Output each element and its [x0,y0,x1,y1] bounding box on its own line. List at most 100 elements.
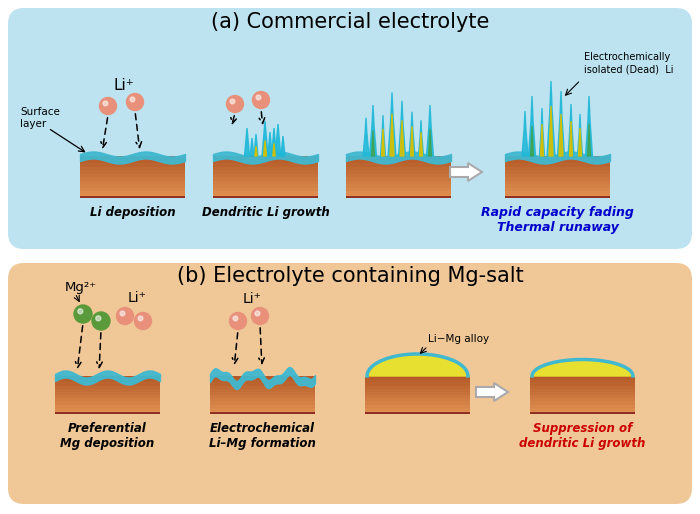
Bar [80,159,185,163]
Bar [213,191,318,194]
Bar [80,194,185,198]
Bar [210,388,315,392]
Bar [530,412,635,414]
Polygon shape [390,114,394,156]
Text: Preferential
Mg deposition: Preferential Mg deposition [60,422,155,450]
Bar [365,391,470,395]
Polygon shape [250,138,254,156]
Circle shape [96,316,101,321]
Bar [530,401,635,405]
Bar [346,166,451,170]
Bar [505,166,610,170]
Bar [530,398,635,401]
Bar [210,412,315,414]
Polygon shape [365,354,470,376]
Circle shape [256,95,261,100]
Bar [505,156,610,159]
Text: Mg²⁺: Mg²⁺ [65,282,97,295]
Bar [80,170,185,174]
Bar [365,388,470,392]
Bar [55,401,160,405]
Bar [213,187,318,191]
Polygon shape [419,132,423,156]
Bar [55,410,160,414]
Bar [365,407,470,411]
Circle shape [120,311,125,316]
Bar [55,407,160,411]
Polygon shape [263,141,267,156]
Polygon shape [557,91,564,156]
Bar [213,162,318,167]
Bar [505,194,610,198]
Circle shape [99,98,116,115]
Bar [530,395,635,398]
Polygon shape [410,126,414,156]
Polygon shape [530,359,635,376]
Bar [530,382,635,386]
Bar [210,407,315,411]
Bar [505,196,610,198]
Bar [505,170,610,174]
Bar [213,194,318,198]
Bar [505,176,610,180]
Bar [365,382,470,386]
Circle shape [127,94,144,111]
Bar [346,173,451,177]
Bar [505,159,610,163]
Bar [365,404,470,408]
Polygon shape [568,104,574,156]
Text: Li⁺: Li⁺ [113,78,134,93]
Bar [346,176,451,180]
Polygon shape [587,124,591,156]
Text: Li deposition: Li deposition [90,206,175,219]
Bar [210,385,315,389]
Text: Electrochemical
Li–Mg formation: Electrochemical Li–Mg formation [209,422,316,450]
Circle shape [227,96,244,113]
Bar [213,170,318,174]
Bar [213,159,318,163]
Text: Dendritic Li growth: Dendritic Li growth [202,206,330,219]
Bar [210,401,315,405]
Circle shape [130,97,135,102]
Polygon shape [372,131,375,156]
Bar [530,404,635,408]
Text: Electrochemically
isolated (Dead)  Li: Electrochemically isolated (Dead) Li [584,51,673,74]
Bar [365,385,470,389]
Polygon shape [540,124,543,156]
Bar [505,162,610,167]
Bar [55,391,160,395]
Polygon shape [409,112,415,156]
Bar [346,183,451,188]
Bar [365,398,470,401]
Circle shape [74,305,92,323]
Bar [505,173,610,177]
Bar [55,412,160,414]
Polygon shape [254,134,258,156]
Circle shape [78,309,83,314]
Polygon shape [381,115,386,156]
Bar [210,382,315,386]
Polygon shape [273,143,275,156]
Bar [213,166,318,170]
Polygon shape [281,136,285,156]
Circle shape [253,91,270,108]
Text: Suppression of
dendritic Li growth: Suppression of dendritic Li growth [519,422,645,450]
Bar [365,395,470,398]
Bar [530,388,635,392]
Bar [80,176,185,180]
Polygon shape [363,118,369,156]
Text: Rapid capacity fading
Thermal runaway: Rapid capacity fading Thermal runaway [481,206,634,234]
Text: Li⁺: Li⁺ [127,291,146,305]
Polygon shape [547,81,555,156]
Bar [346,194,451,198]
Text: Surface
layer: Surface layer [20,107,60,129]
Text: Li⁺: Li⁺ [243,292,261,306]
Bar [213,176,318,180]
Text: (b) Electrolyte containing Mg-salt: (b) Electrolyte containing Mg-salt [176,266,524,286]
Bar [55,379,160,382]
Polygon shape [450,163,482,181]
Bar [213,180,318,184]
Bar [346,187,451,191]
Polygon shape [531,126,533,156]
Polygon shape [398,101,405,156]
